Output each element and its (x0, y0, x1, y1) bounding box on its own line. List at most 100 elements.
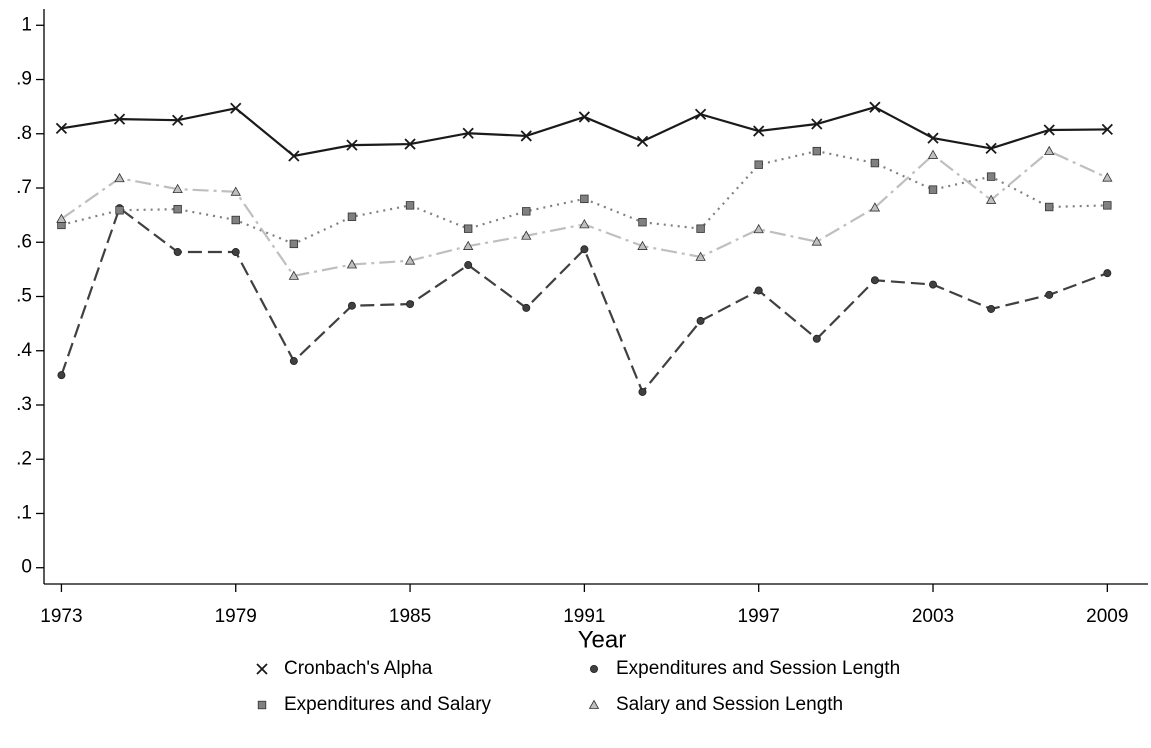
y-tick-label: .3 (16, 394, 32, 415)
legend-label: Salary and Session Length (616, 694, 843, 715)
marker (522, 303, 531, 312)
marker (347, 301, 356, 310)
marker (463, 224, 473, 233)
marker (869, 202, 881, 212)
marker (404, 255, 416, 265)
marker (927, 132, 939, 144)
legend-marker (256, 663, 268, 675)
legend-label: Expenditures and Salary (284, 694, 492, 715)
marker (638, 387, 647, 396)
marker (1103, 269, 1112, 278)
marker (985, 142, 997, 155)
marker (231, 248, 240, 257)
marker (521, 230, 532, 240)
marker (578, 111, 591, 123)
marker (346, 259, 358, 269)
marker (1045, 202, 1054, 212)
legend-marker (257, 700, 267, 710)
marker (57, 371, 66, 380)
marker (346, 139, 358, 151)
y-tick-label: .6 (16, 231, 32, 252)
marker (869, 101, 881, 113)
x-tick-label: 1985 (389, 606, 431, 627)
marker (520, 130, 532, 142)
legend-marker (590, 665, 599, 674)
y-tick-label: .8 (16, 123, 32, 144)
marker (754, 160, 763, 169)
marker (230, 102, 242, 114)
marker (811, 236, 822, 246)
y-tick-label: .2 (16, 448, 32, 469)
y-tick-label: .9 (16, 69, 32, 90)
marker (753, 125, 765, 137)
marker (928, 185, 938, 194)
marker (406, 300, 415, 309)
marker (580, 194, 589, 204)
marker (985, 194, 997, 204)
marker (405, 201, 415, 210)
marker (231, 215, 240, 225)
marker (288, 270, 300, 280)
marker (288, 150, 300, 162)
marker (172, 114, 184, 126)
marker (927, 149, 939, 159)
marker (987, 304, 996, 313)
marker (289, 357, 298, 366)
x-tick-label: 1997 (738, 606, 780, 627)
y-tick-label: .5 (16, 286, 32, 307)
y-tick-label: 1 (21, 14, 32, 35)
marker (55, 122, 68, 134)
marker (812, 146, 821, 156)
marker (1044, 145, 1055, 156)
legend-marker (588, 699, 600, 709)
marker (56, 213, 67, 223)
y-tick-label: .1 (16, 502, 32, 523)
marker (753, 223, 764, 234)
marker (696, 316, 705, 325)
marker (579, 219, 590, 229)
marker (289, 239, 299, 249)
marker (173, 204, 182, 214)
marker (870, 276, 879, 285)
marker (347, 212, 357, 221)
marker (172, 183, 183, 193)
x-tick-label: 2009 (1086, 606, 1128, 627)
x-axis-label: Year (578, 626, 627, 653)
marker (870, 158, 880, 168)
marker (1043, 124, 1055, 136)
x-tick-label: 2003 (912, 606, 954, 627)
marker (695, 251, 706, 261)
legend-label: Expenditures and Session Length (616, 658, 900, 679)
marker (1101, 123, 1113, 136)
y-tick-label: .7 (16, 177, 32, 198)
marker (694, 108, 707, 120)
marker (464, 261, 473, 270)
marker (230, 186, 241, 196)
marker (462, 240, 474, 250)
marker (404, 138, 416, 150)
x-tick-label: 1979 (215, 606, 257, 627)
marker (811, 118, 823, 130)
y-tick-label: .4 (16, 340, 32, 361)
marker (812, 334, 821, 343)
marker (986, 172, 996, 181)
legend-label: Cronbach's Alpha (284, 658, 433, 679)
marker (580, 245, 589, 254)
marker (114, 172, 125, 183)
marker (696, 224, 705, 233)
marker (638, 217, 647, 227)
marker (929, 280, 938, 289)
marker (637, 240, 648, 250)
marker (636, 135, 649, 147)
marker (1045, 290, 1054, 299)
marker (754, 286, 763, 295)
marker (113, 113, 126, 125)
x-tick-label: 1991 (563, 606, 605, 627)
marker (115, 206, 124, 215)
x-tick-label: 1973 (40, 606, 82, 627)
marker (522, 207, 531, 216)
marker (462, 127, 474, 139)
marker (1103, 201, 1112, 210)
